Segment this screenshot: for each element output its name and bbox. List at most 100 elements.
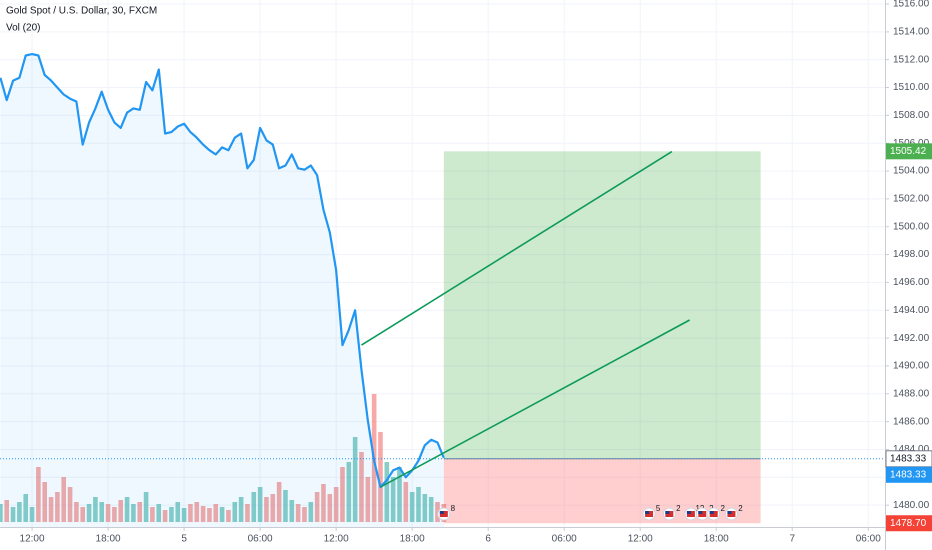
volume-bar: [276, 482, 282, 522]
volume-bar: [23, 494, 29, 522]
volume-bar: [390, 477, 396, 522]
event-flag-canton: [727, 511, 732, 514]
volume-bar: [359, 452, 364, 522]
event-marker: 5: [642, 504, 661, 521]
event-count: 2: [676, 504, 681, 513]
volume-bar: [207, 508, 212, 522]
event-count: 5: [656, 504, 661, 513]
y-tick-label: 1480.00: [893, 500, 930, 511]
volume-bar: [42, 482, 48, 522]
volume-bar: [150, 507, 155, 522]
event-flag-canton: [709, 511, 714, 514]
volume-bar: [289, 500, 295, 522]
x-tick-label: 06:00: [856, 534, 881, 545]
volume-bar: [10, 507, 16, 522]
volume-bar: [0, 504, 3, 522]
y-tick-label: 1514.00: [893, 27, 930, 38]
x-tick-label: 12:00: [628, 534, 653, 545]
volume-bar: [270, 494, 276, 522]
volume-bar: [264, 497, 269, 522]
last-price-label: 1483.33: [890, 469, 927, 480]
event-flag-canton: [698, 511, 703, 514]
volume-bar: [61, 477, 67, 522]
volume-bar: [93, 497, 98, 522]
y-tick-label: 1490.00: [893, 361, 930, 372]
event-count: 8: [451, 504, 456, 513]
volume-bar: [226, 510, 231, 522]
volume-bar: [137, 502, 143, 522]
stop-label-bg: [886, 515, 932, 532]
volume-bar: [36, 467, 41, 522]
volume-bar: [156, 504, 162, 522]
y-tick-label: 1484.00: [893, 444, 930, 455]
volume-bar: [169, 507, 174, 522]
volume-bar: [251, 492, 257, 522]
volume-bar: [131, 504, 136, 522]
event-count: 2: [738, 504, 743, 513]
y-tick-label: 1486.00: [893, 416, 930, 427]
volume-bar: [416, 487, 421, 522]
volume-bar: [80, 507, 86, 522]
stop-label: 1478.70: [890, 518, 927, 529]
volume-bar: [435, 502, 440, 522]
volume-bar: [118, 500, 124, 522]
volume-bar: [4, 500, 10, 522]
volume-bar: [333, 487, 339, 522]
volume-bar: [397, 467, 402, 522]
y-tick-label: 1494.00: [893, 305, 930, 316]
volume-bar: [48, 497, 54, 522]
volume-bar: [86, 504, 92, 522]
target-label-bg: [886, 143, 932, 160]
volume-bar: [175, 502, 181, 522]
volume-bar: [55, 492, 60, 522]
volume-bar: [188, 504, 193, 522]
x-tick-label: 18:00: [400, 534, 425, 545]
x-tick-label: 12:00: [20, 534, 45, 545]
volume-bar: [352, 437, 358, 522]
event-count: 2: [720, 504, 725, 513]
volume-bar: [257, 487, 263, 522]
x-tick-label: 12:00: [324, 534, 349, 545]
x-tick-label: 06:00: [552, 534, 577, 545]
volume-bar: [232, 502, 238, 522]
x-tick-label: 5: [181, 534, 187, 545]
volume-bar: [29, 507, 35, 522]
volume-bar: [302, 507, 307, 522]
volume-bar: [283, 490, 288, 522]
x-tick-label: 6: [485, 534, 491, 545]
x-tick-label: 18:00: [96, 534, 121, 545]
volume-bar: [194, 502, 200, 522]
y-tick-label: 1510.00: [893, 82, 930, 93]
x-tick-label: 06:00: [248, 534, 273, 545]
volume-bar: [99, 502, 105, 522]
event-flag-canton: [665, 511, 670, 514]
volume-legend: Vol (20): [6, 23, 40, 34]
volume-bar: [321, 484, 326, 522]
last-price-label-bg: [886, 466, 932, 483]
volume-bar: [403, 482, 409, 522]
volume-bar: [112, 507, 117, 522]
profit-zone: [443, 151, 761, 459]
volume-bar: [378, 432, 383, 522]
y-tick-label: 1504.00: [893, 166, 930, 177]
y-tick-label: 1488.00: [893, 388, 930, 399]
volume-bar: [219, 507, 225, 522]
y-tick-label: 1492.00: [893, 333, 930, 344]
price-area: [0, 54, 444, 527]
volume-bar: [143, 492, 149, 522]
y-tick-label: 1498.00: [893, 249, 930, 260]
price-line: [0, 53, 445, 489]
volume-bar: [428, 497, 434, 522]
y-tick-label: 1508.00: [893, 110, 930, 121]
chart-title: Gold Spot / U.S. Dollar, 30, FXCM: [6, 6, 157, 17]
volume-bar: [105, 504, 111, 522]
volume-bar: [67, 487, 73, 522]
target-label: 1505.42: [890, 146, 927, 157]
y-tick-label: 1502.00: [893, 194, 930, 205]
volume-bar: [17, 502, 22, 522]
volume-bar: [162, 510, 168, 522]
y-tick-label: 1500.00: [893, 221, 930, 232]
trend-line: [361, 150, 673, 346]
event-marker: 2: [662, 504, 681, 521]
